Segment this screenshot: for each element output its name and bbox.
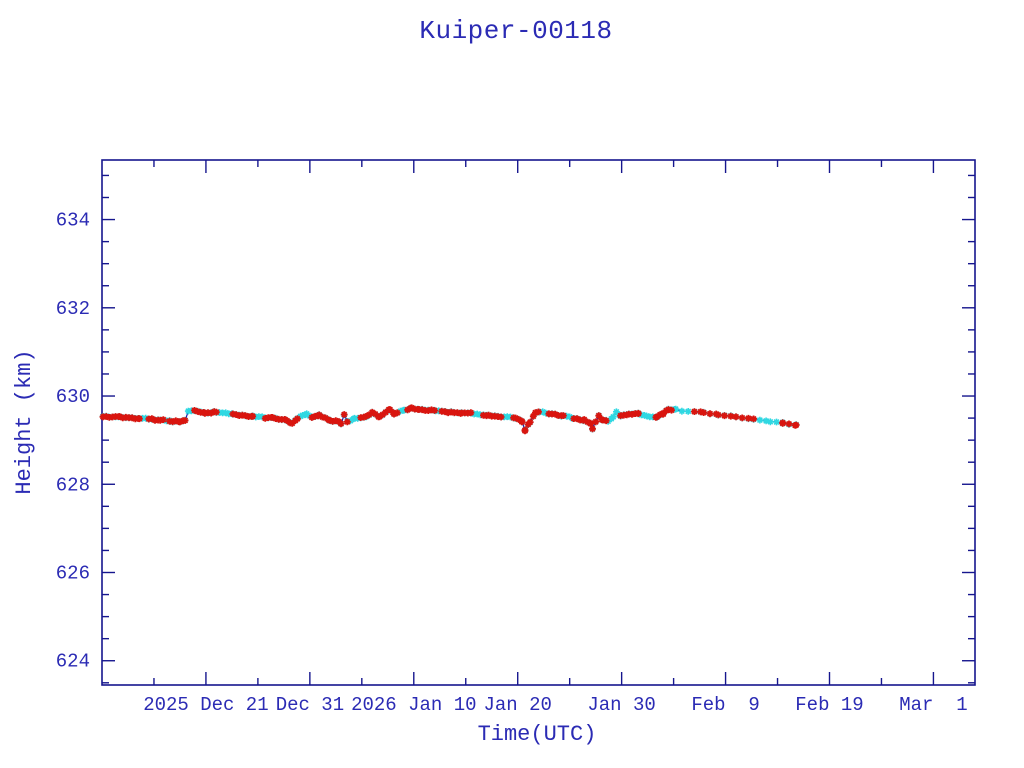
y-tick-label: 628 — [56, 474, 90, 496]
x-tick-label: Jan 30 — [587, 694, 655, 716]
y-tick-label: 634 — [56, 210, 90, 232]
x-tick-label: 2025 Dec 21 — [143, 694, 268, 716]
y-tick-labels: 624 626 628 630 632 634 — [56, 210, 90, 673]
x-tick-label: Jan 20 — [483, 694, 551, 716]
y-tick-label: 632 — [56, 298, 90, 320]
x-tick-label: Mar 1 — [899, 694, 967, 716]
x-tick-label: 2026 Jan 10 — [351, 694, 476, 716]
y-tick-label: 624 — [56, 651, 90, 673]
x-tick-label: Feb 9 — [691, 694, 759, 716]
axis-ticks — [102, 160, 975, 685]
y-axis-label: Height (km) — [12, 349, 37, 494]
y-tick-label: 630 — [56, 386, 90, 408]
x-axis-label: Time(UTC) — [478, 722, 597, 747]
x-tick-labels: 2025 Dec 21 Dec 31 2026 Jan 10 Jan 20 Jan 30… — [143, 694, 967, 716]
y-tick-label: 626 — [56, 563, 90, 585]
x-tick-label: Dec 31 — [276, 694, 344, 716]
x-tick-label: Feb 19 — [795, 694, 863, 716]
plot-border — [101, 159, 976, 686]
chart-title: Kuiper-00118 — [419, 16, 612, 46]
